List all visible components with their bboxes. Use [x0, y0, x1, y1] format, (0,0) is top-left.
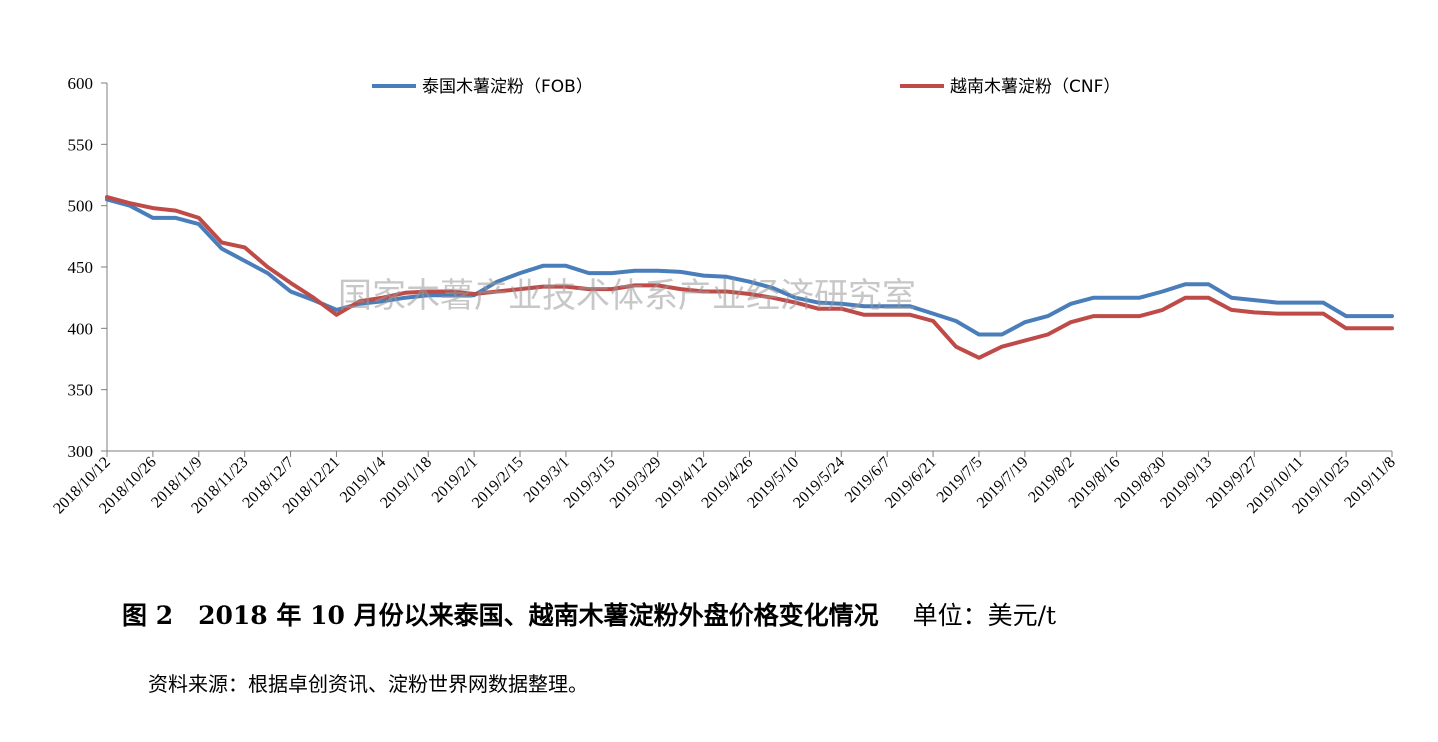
data-source-note: 资料来源：根据卓创资讯、淀粉世界网数据整理。 — [148, 672, 588, 696]
series-lines — [105, 195, 1394, 360]
watermark-text: 国家木薯产业技术体系产业经济研究室 — [338, 276, 916, 316]
y-tick-label: 450 — [68, 258, 94, 277]
legend-label-2: 越南木薯淀粉（CNF） — [950, 77, 1120, 97]
chart-axes — [106, 83, 1392, 452]
x-tick-label: 2019/11/8 — [1341, 454, 1398, 511]
legend-label-1: 泰国木薯淀粉（FOB） — [422, 77, 593, 97]
y-tick-label: 350 — [68, 381, 94, 400]
figure-caption-unit: 单位：美元/t — [912, 601, 1057, 630]
series-line-2 — [105, 195, 1394, 360]
x-axis-ticks: 2018/10/122018/10/262018/11/92018/11/232… — [50, 451, 1399, 517]
y-tick-label: 400 — [68, 319, 94, 338]
y-tick-label: 500 — [68, 197, 94, 216]
y-tick-label: 600 — [68, 74, 94, 93]
figure-caption-title: 图 2 2018 年 10 月份以来泰国、越南木薯淀粉外盘价格变化情况 — [122, 601, 879, 630]
y-axis-ticks: 300 350 400 450 500 550 600 — [68, 74, 107, 461]
y-tick-label: 550 — [68, 135, 94, 154]
price-line-chart: 300 350 400 450 500 550 600 2018/10/122018/10/… — [50, 74, 1399, 517]
x-tick-label: 2019/1/18 — [377, 454, 435, 512]
chart-legend: 泰国木薯淀粉（FOB） 越南木薯淀粉（CNF） — [372, 77, 1120, 97]
figure-caption: 图 2 2018 年 10 月份以来泰国、越南木薯淀粉外盘价格变化情况 单位：美元… — [122, 596, 1056, 632]
y-tick-label: 300 — [68, 442, 94, 461]
x-tick-label: 2019/7/19 — [974, 454, 1032, 512]
